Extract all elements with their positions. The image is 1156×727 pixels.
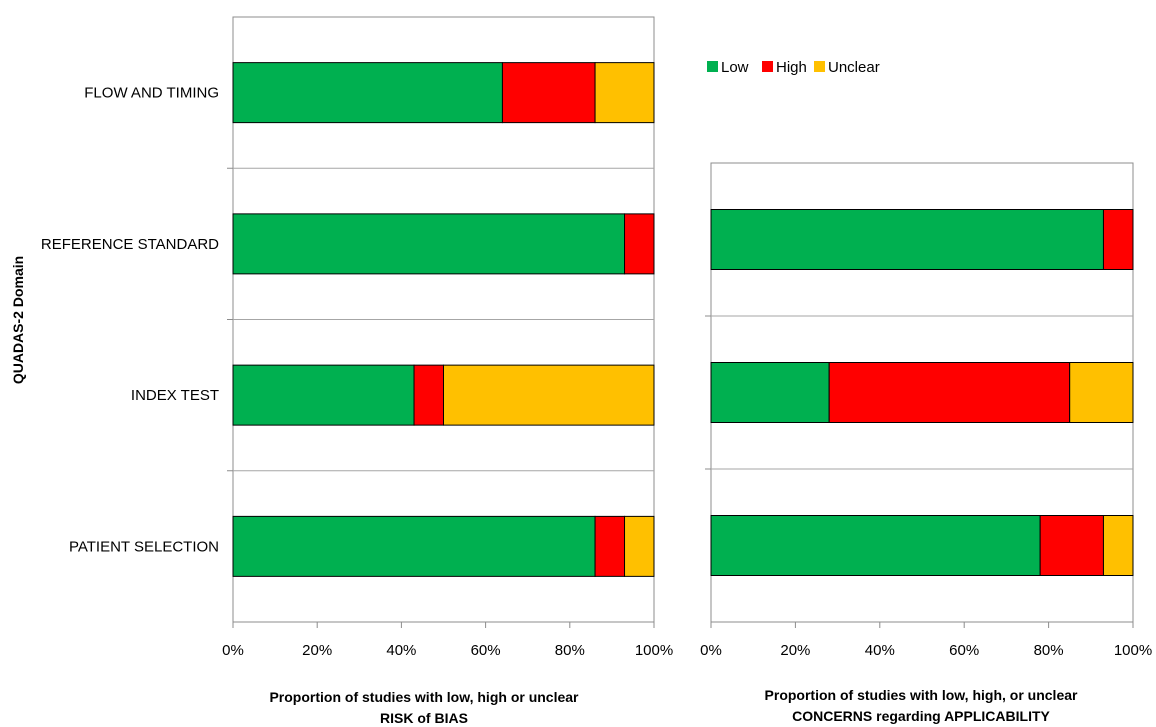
rob-bar-low (232, 213, 626, 275)
rob-bar-high (594, 515, 626, 577)
legend-label-unclear: Unclear (828, 59, 880, 76)
app-x-tick-label: 100% (1114, 642, 1152, 659)
rob-bar-unclear (624, 515, 655, 577)
rob-bar-high (624, 213, 655, 275)
category-label: REFERENCE STANDARD (41, 236, 219, 253)
rob-x-axis-title-line2: RISK of BIAS (380, 710, 468, 726)
app-x-tick-label: 40% (865, 642, 895, 659)
app-x-tick-label: 80% (1034, 642, 1064, 659)
legend-swatch-high (762, 61, 773, 72)
rob-bar-low (232, 364, 415, 426)
legend-swatch-unclear (814, 61, 825, 72)
rob-x-tick-label: 20% (302, 642, 332, 659)
app-bar-high (828, 362, 1071, 423)
app-bar-low (710, 515, 1041, 576)
app-x-axis-title-line2: CONCERNS regarding APPLICABILITY (792, 708, 1050, 724)
rob-bar-low (232, 62, 503, 124)
legend-label-low: Low (721, 59, 749, 76)
category-label: FLOW AND TIMING (84, 85, 219, 102)
rob-x-axis-title-line1: Proportion of studies with low, high or … (269, 689, 579, 705)
legend-label-high: High (776, 59, 807, 76)
rob-x-tick-label: 60% (471, 642, 501, 659)
app-bar-high (1102, 209, 1134, 270)
app-x-tick-label: 60% (949, 642, 979, 659)
category-label: PATIENT SELECTION (69, 538, 219, 555)
rob-x-tick-label: 40% (386, 642, 416, 659)
app-bar-low (710, 362, 830, 423)
rob-bar-unclear (594, 62, 655, 124)
app-x-tick-label: 0% (700, 642, 722, 659)
legend: Low High Unclear (707, 59, 880, 76)
rob-bar-unclear (443, 364, 655, 426)
rob-x-tick-label: 0% (222, 642, 244, 659)
app-x-axis-title-line1: Proportion of studies with low, high, or… (765, 687, 1078, 703)
app-bar-unclear (1102, 515, 1134, 576)
applicability-panel: 0% 20% 40% 60% 80% 100% Proportion of studies … (700, 162, 1152, 724)
app-bar-low (710, 209, 1104, 270)
legend-swatch-low (707, 61, 718, 72)
app-bar-high (1039, 515, 1104, 576)
rob-x-tick-label: 80% (555, 642, 585, 659)
app-x-tick-label: 20% (780, 642, 810, 659)
rob-bar-high (501, 62, 596, 124)
rob-x-tick-label: 100% (635, 642, 673, 659)
rob-bar-high (413, 364, 444, 426)
rob-bar-low (232, 515, 596, 577)
app-bar-unclear (1069, 362, 1134, 423)
risk-of-bias-panel: FLOW AND TIMING REFERENCE STANDARD INDEX T… (41, 16, 673, 726)
category-label: INDEX TEST (131, 387, 219, 404)
y-axis-label: QUADAS-2 Domain (10, 256, 26, 384)
